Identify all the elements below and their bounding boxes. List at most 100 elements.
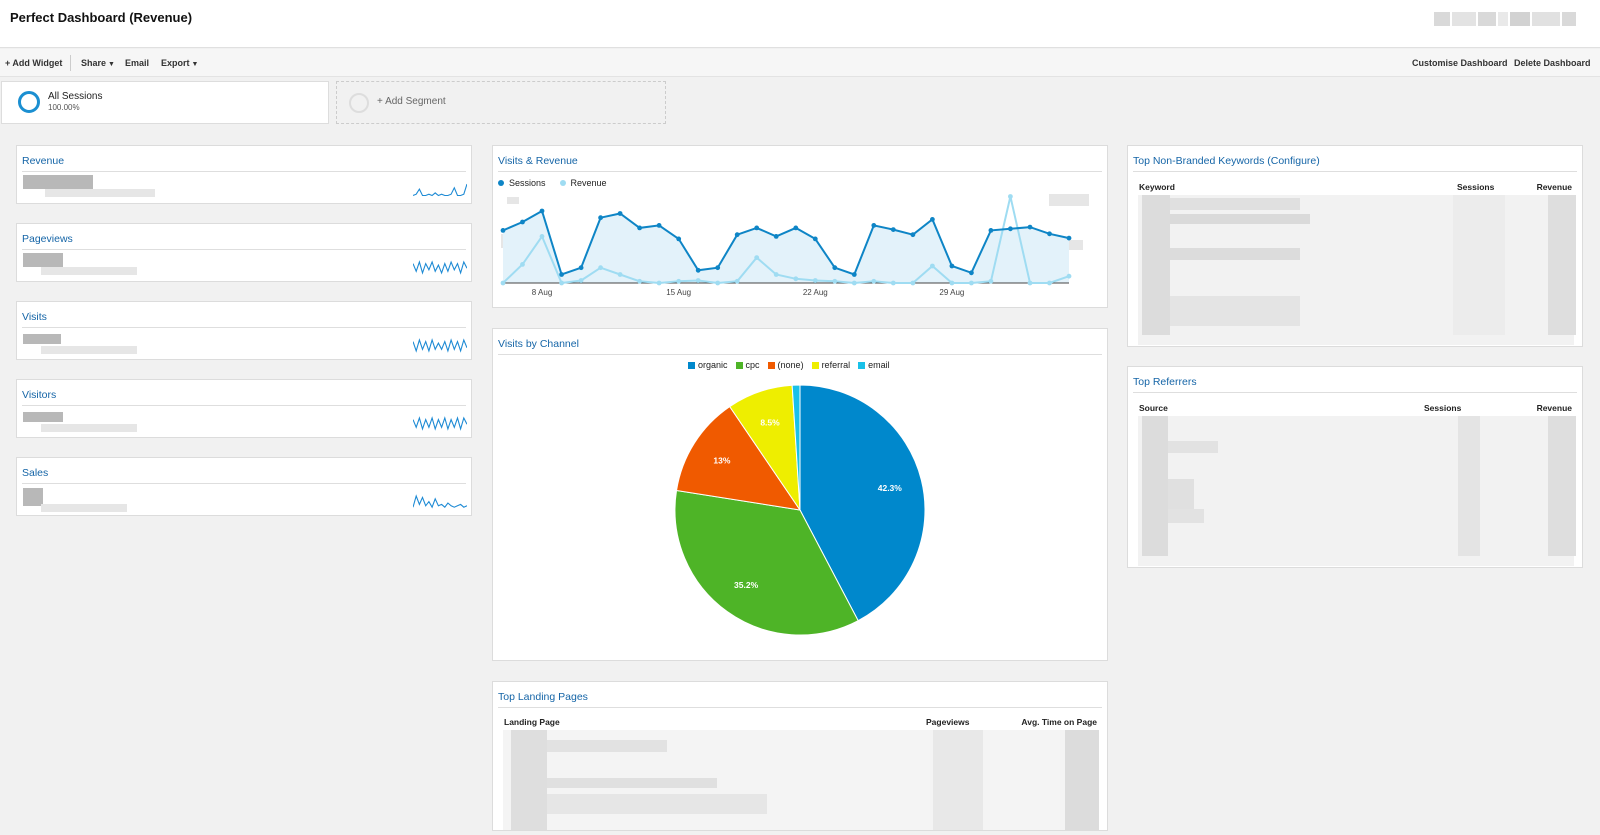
pie-slice-organic[interactable] [799, 384, 926, 622]
pie-slice-cpc[interactable] [674, 489, 859, 636]
data-point-revenue[interactable] [715, 280, 721, 286]
delete-dashboard-button[interactable]: Delete Dashboard [1514, 58, 1591, 68]
column-header-keyword[interactable]: Keyword [1139, 182, 1175, 192]
data-point-revenue[interactable] [637, 278, 642, 284]
data-point-revenue[interactable] [598, 265, 603, 271]
widget-visits-by-channel[interactable]: Visits by Channel organic cpc (none) referr… [492, 328, 1108, 661]
data-point-revenue[interactable] [676, 278, 682, 284]
data-point-sessions[interactable] [871, 223, 877, 228]
data-point-sessions[interactable] [910, 232, 916, 238]
data-point-revenue[interactable] [754, 255, 760, 260]
data-point-revenue[interactable] [1008, 194, 1013, 199]
data-point-sessions[interactable] [890, 227, 896, 232]
data-point-sessions[interactable] [851, 272, 857, 277]
legend-item-cpc[interactable]: cpc [735, 360, 760, 370]
data-point-revenue[interactable] [969, 280, 974, 286]
column-header-revenue[interactable]: Revenue [1536, 403, 1572, 413]
widget-revenue[interactable]: Revenue [16, 145, 472, 204]
data-point-sessions[interactable] [930, 217, 935, 222]
data-point-revenue[interactable] [520, 262, 525, 267]
column-header-avg-time[interactable]: Avg. Time on Page [1021, 717, 1097, 727]
data-point-revenue[interactable] [832, 278, 838, 284]
data-point-revenue[interactable] [851, 280, 857, 286]
data-point-sessions[interactable] [520, 219, 525, 225]
widget-pageviews[interactable]: Pageviews [16, 223, 472, 282]
customise-dashboard-button[interactable]: Customise Dashboard [1412, 58, 1508, 68]
account-selector[interactable] [1434, 12, 1594, 28]
data-point-revenue[interactable] [617, 272, 623, 277]
data-point-revenue[interactable] [890, 280, 896, 286]
data-point-revenue[interactable] [500, 280, 506, 286]
data-point-sessions[interactable] [559, 272, 564, 277]
data-point-revenue[interactable] [695, 278, 701, 283]
pie-slice-email[interactable] [791, 384, 801, 511]
data-point-revenue[interactable] [793, 276, 799, 282]
add-widget-button[interactable]: + Add Widget [5, 58, 63, 68]
data-point-sessions[interactable] [734, 232, 740, 238]
data-point-revenue[interactable] [1027, 280, 1033, 286]
data-point-sessions[interactable] [812, 236, 818, 242]
widget-title-link[interactable]: Top Non-Branded Keywords (Configure) [1133, 155, 1320, 167]
widget-visits[interactable]: Visits [16, 301, 472, 360]
segment-all-sessions[interactable]: All Sessions 100.00% [1, 81, 329, 124]
data-point-revenue[interactable] [871, 278, 877, 284]
data-point-sessions[interactable] [656, 223, 662, 228]
share-menu[interactable]: Share ▼ [81, 58, 115, 68]
column-header-revenue[interactable]: Revenue [1536, 182, 1572, 192]
data-point-revenue[interactable] [578, 278, 584, 283]
column-header-pageviews[interactable]: Pageviews [926, 717, 970, 727]
email-button[interactable]: Email [125, 58, 150, 68]
data-point-revenue[interactable] [559, 280, 564, 286]
data-point-revenue[interactable] [773, 272, 779, 277]
widget-top-landing-pages[interactable]: Top Landing Pages Landing Page Pageviews… [492, 681, 1108, 831]
data-point-revenue[interactable] [910, 280, 916, 286]
export-menu[interactable]: Export ▼ [161, 58, 198, 68]
legend-item-email[interactable]: email [858, 360, 890, 370]
legend-item-organic[interactable]: organic [688, 360, 728, 370]
data-point-sessions[interactable] [539, 208, 545, 214]
data-point-sessions[interactable] [969, 270, 974, 276]
data-point-sessions[interactable] [676, 236, 682, 242]
data-point-revenue[interactable] [539, 234, 545, 239]
widget-top-referrers[interactable]: Top Referrers Source Sessions Revenue [1127, 366, 1583, 568]
data-point-revenue[interactable] [949, 280, 955, 286]
data-point-sessions[interactable] [1066, 235, 1072, 241]
widget-visits-revenue[interactable]: Visits & Revenue Sessions Revenue 8 Aug 1… [492, 145, 1108, 308]
data-point-sessions[interactable] [637, 225, 642, 231]
widget-visitors[interactable]: Visitors [16, 379, 472, 438]
legend-sessions[interactable]: Sessions [498, 178, 546, 188]
data-point-sessions[interactable] [578, 265, 584, 271]
data-point-sessions[interactable] [793, 225, 799, 231]
data-point-revenue[interactable] [656, 280, 662, 286]
legend-item-referral[interactable]: referral [811, 360, 850, 370]
widget-top-keywords[interactable]: Top Non-Branded Keywords (Configure) Key… [1127, 145, 1583, 347]
data-point-revenue[interactable] [930, 263, 935, 269]
column-header-landing-page[interactable]: Landing Page [504, 717, 560, 727]
data-point-sessions[interactable] [617, 211, 623, 216]
widget-sales[interactable]: Sales [16, 457, 472, 516]
data-point-sessions[interactable] [773, 234, 779, 239]
data-point-sessions[interactable] [754, 225, 760, 231]
data-point-sessions[interactable] [949, 263, 955, 269]
column-header-source[interactable]: Source [1139, 403, 1168, 413]
data-point-revenue[interactable] [1047, 280, 1052, 286]
data-point-revenue[interactable] [1066, 273, 1072, 279]
data-point-sessions[interactable] [695, 267, 701, 273]
data-point-revenue[interactable] [812, 278, 818, 283]
add-segment-button[interactable]: + Add Segment [336, 81, 666, 124]
data-point-sessions[interactable] [1008, 226, 1013, 232]
data-point-sessions[interactable] [500, 228, 506, 233]
data-point-revenue[interactable] [988, 278, 994, 284]
data-point-sessions[interactable] [1047, 231, 1052, 237]
data-point-revenue[interactable] [734, 278, 740, 284]
legend-item-none[interactable]: (none) [767, 360, 804, 370]
legend-revenue[interactable]: Revenue [559, 178, 607, 188]
data-point-sessions[interactable] [1027, 224, 1033, 230]
column-header-sessions[interactable]: Sessions [1457, 182, 1495, 192]
data-point-sessions[interactable] [598, 215, 603, 221]
data-point-sessions[interactable] [988, 228, 994, 233]
data-point-sessions[interactable] [715, 265, 721, 271]
pie-slice-none[interactable] [675, 405, 802, 511]
column-header-sessions[interactable]: Sessions [1424, 403, 1462, 413]
data-point-sessions[interactable] [832, 265, 838, 271]
